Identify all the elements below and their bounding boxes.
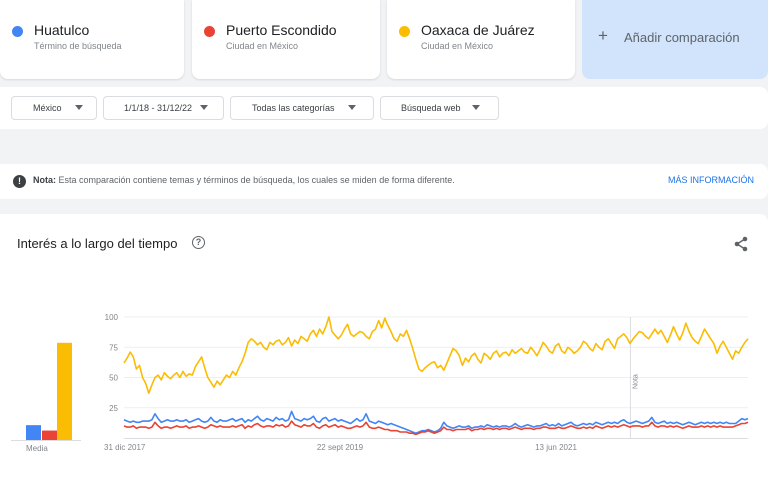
series-line [123, 410, 749, 434]
note-body: Esta comparación contiene temas y términ… [58, 175, 455, 185]
period-value: 1/1/18 - 31/12/22 [124, 103, 193, 113]
y-tick-label: 75 [109, 343, 118, 352]
mean-bar [42, 430, 57, 440]
region-value: México [33, 103, 62, 113]
plus-icon: + [598, 26, 608, 45]
info-icon: ! [13, 175, 26, 188]
series-color-dot [399, 26, 410, 37]
term-name: Oaxaca de Juárez [421, 22, 535, 38]
series-line [123, 316, 749, 394]
filter-bar: México 1/1/18 - 31/12/22 Todas las categ… [0, 87, 768, 129]
y-tick-label: 50 [109, 374, 118, 383]
category-dropdown[interactable]: Todas las categorías [230, 96, 374, 120]
term-type: Ciudad en México [421, 41, 494, 51]
note-marker-label: Nota [632, 374, 639, 389]
comparison-note: ! Nota: Esta comparación contiene temas … [0, 164, 768, 199]
series-color-dot [12, 26, 23, 37]
term-name: Huatulco [34, 22, 90, 38]
x-tick-label: 31 dic 2017 [104, 443, 146, 452]
term-card-puerto-escondido[interactable]: Puerto Escondido Ciudad en México [192, 0, 380, 79]
interest-line-chart[interactable]: 25 50 75 100 31 dic 2017 22 sept 2019 13 jun 2… [100, 304, 752, 456]
chevron-down-icon [75, 105, 83, 110]
add-comparison-label: Añadir comparación [624, 30, 740, 45]
period-dropdown[interactable]: 1/1/18 - 31/12/22 [103, 96, 224, 120]
category-value: Todas las categorías [252, 103, 335, 113]
help-icon[interactable]: ? [192, 236, 205, 249]
chevron-down-icon [200, 105, 208, 110]
region-dropdown[interactable]: México [11, 96, 97, 120]
y-tick-label: 100 [105, 313, 119, 322]
comparison-cards: Huatulco Término de búsqueda Puerto Esco… [0, 0, 768, 79]
share-icon[interactable] [734, 236, 748, 252]
mean-bar [57, 342, 72, 440]
mean-bar [26, 425, 41, 440]
term-type: Ciudad en México [226, 41, 299, 51]
chevron-down-icon [472, 105, 480, 110]
term-card-oaxaca[interactable]: Oaxaca de Juárez Ciudad en México [387, 0, 575, 79]
more-info-link[interactable]: MÁS INFORMACIÓN [667, 175, 754, 185]
chart-title: Interés a lo largo del tiempo [17, 236, 178, 251]
mean-label: Media [26, 444, 48, 453]
y-tick-label: 25 [109, 404, 118, 413]
chevron-down-icon [348, 105, 356, 110]
series-line [123, 420, 749, 436]
term-name: Puerto Escondido [226, 22, 337, 38]
x-tick-label: 13 jun 2021 [535, 443, 577, 452]
series-color-dot [204, 26, 215, 37]
add-comparison-button[interactable]: + Añadir comparación [582, 0, 768, 79]
note-label: Nota: [33, 175, 56, 185]
term-type: Término de búsqueda [34, 41, 122, 51]
term-card-huatulco[interactable]: Huatulco Término de búsqueda [0, 0, 184, 79]
search-type-value: Búsqueda web [401, 103, 461, 113]
note-text: Nota: Esta comparación contiene temas y … [33, 175, 455, 185]
search-type-dropdown[interactable]: Búsqueda web [380, 96, 499, 120]
x-tick-label: 22 sept 2019 [317, 443, 364, 452]
mean-bars [11, 342, 81, 441]
interest-over-time-card: Interés a lo largo del tiempo ? Media 25… [0, 214, 768, 477]
